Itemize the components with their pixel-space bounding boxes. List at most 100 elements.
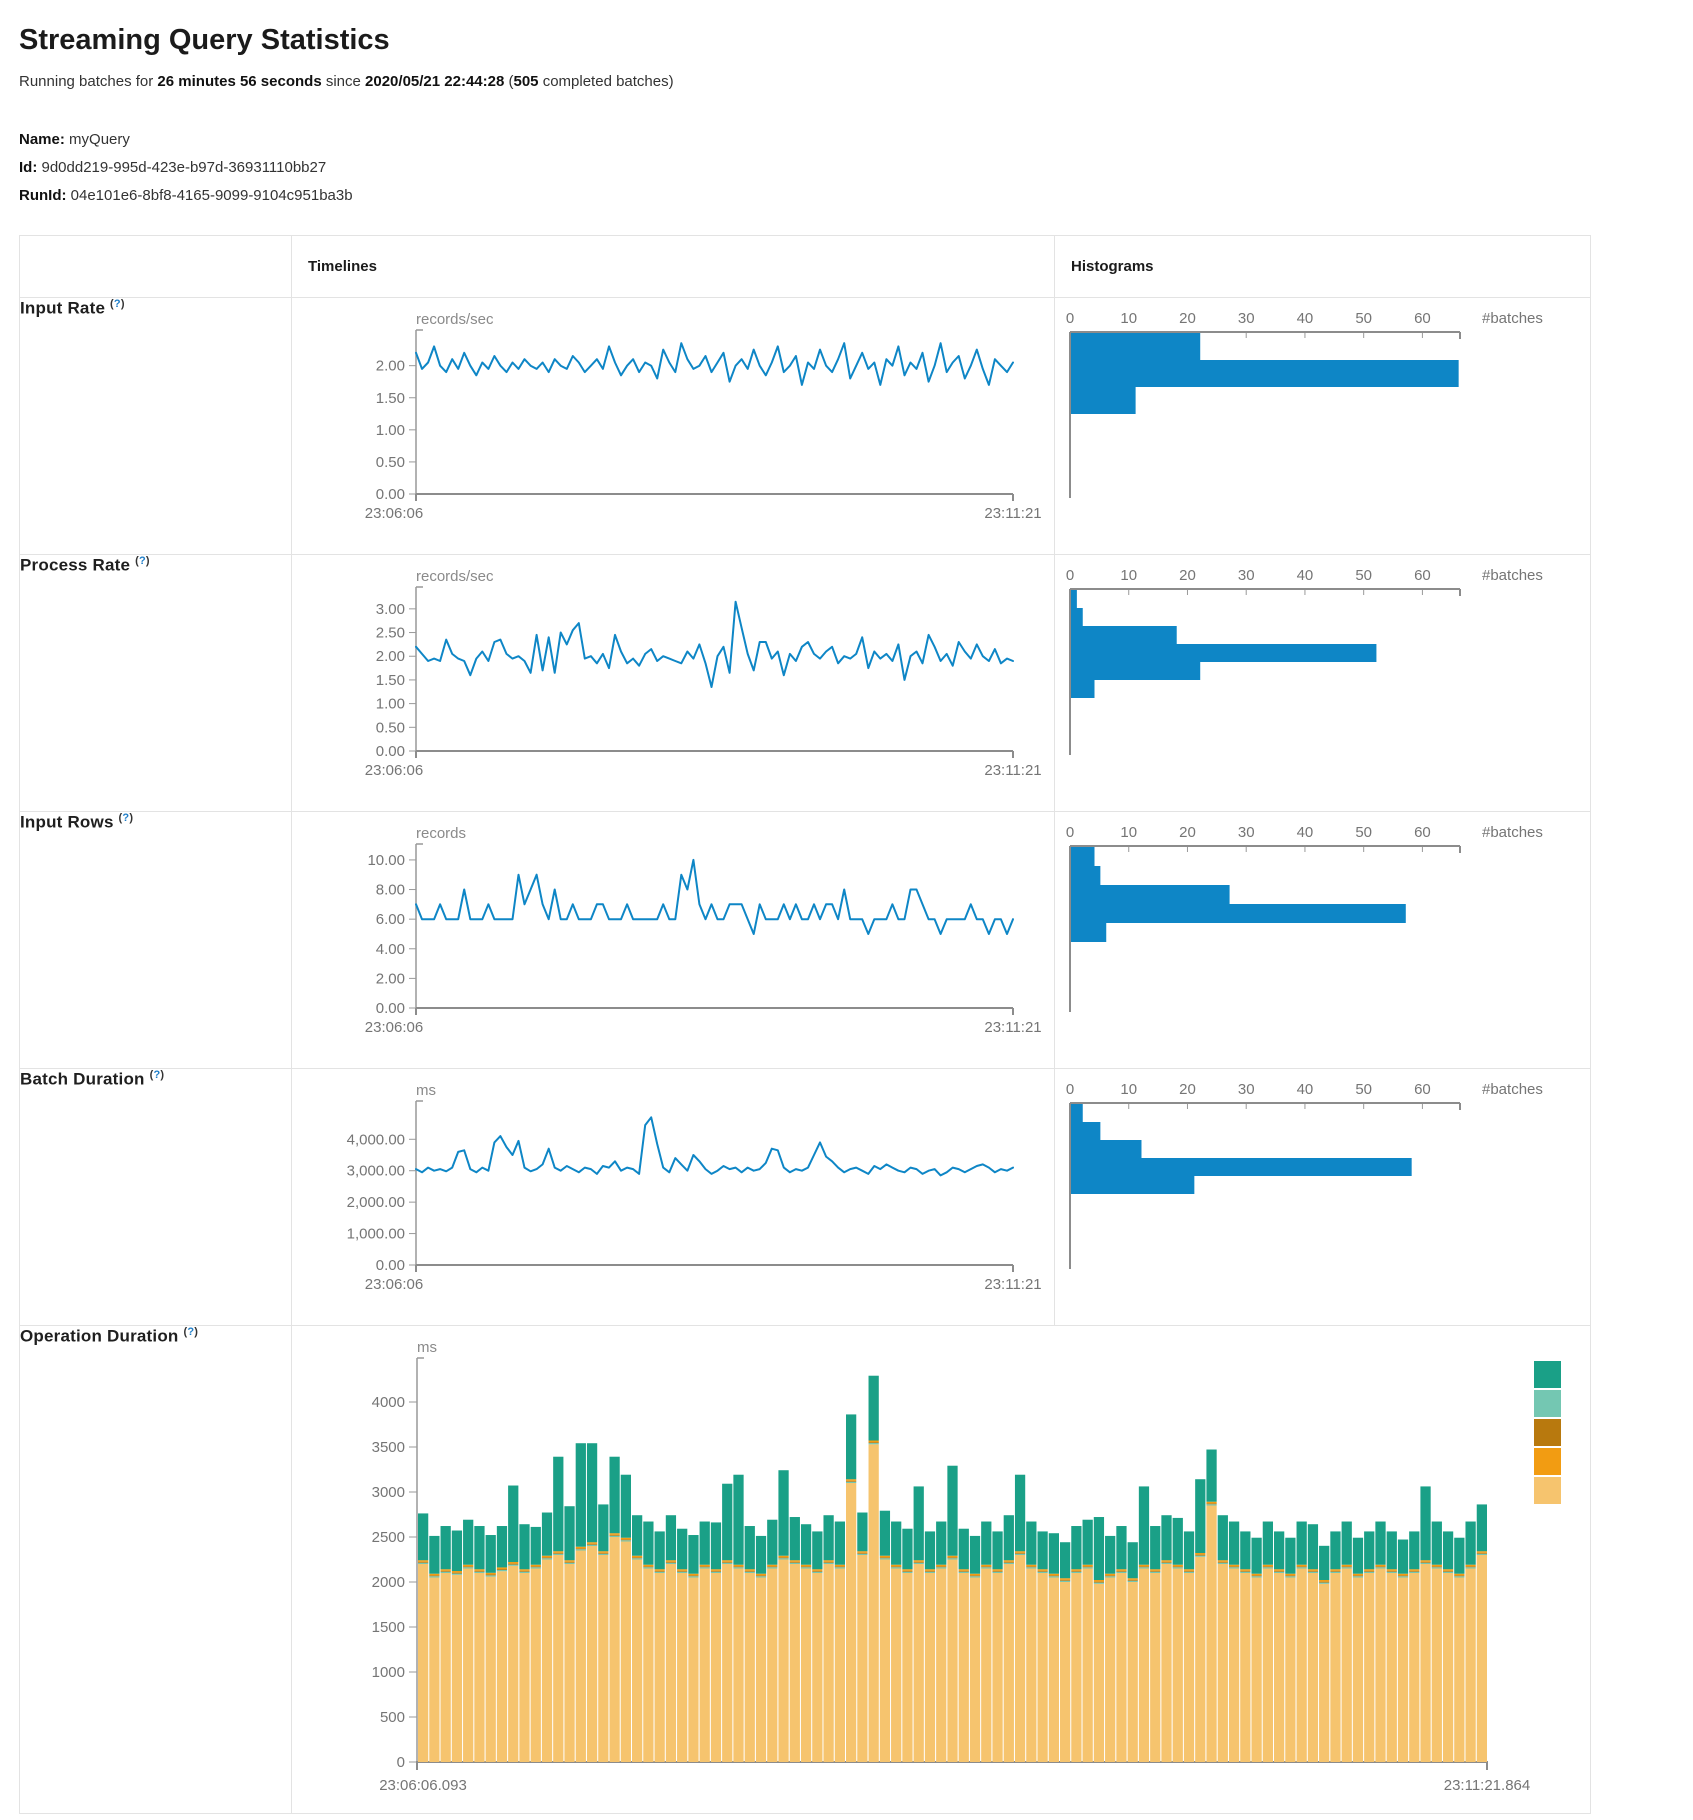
svg-text:23:06:06: 23:06:06 [365, 1019, 423, 1036]
svg-text:2.00: 2.00 [376, 971, 405, 988]
svg-text:#batches: #batches [1482, 310, 1543, 327]
start-time: 2020/05/21 22:44:28 [365, 73, 505, 90]
svg-text:8.00: 8.00 [376, 882, 405, 899]
svg-text:0: 0 [1066, 310, 1074, 327]
running-summary: Running batches for 26 minutes 56 second… [19, 73, 674, 90]
svg-text:30: 30 [1238, 310, 1255, 327]
operation-duration-stacked-chart: ms 0 500 1000 1500 2000 2500 3000 3500 4000 23:06:… [292, 1326, 1590, 1813]
svg-text:2.50: 2.50 [376, 625, 405, 642]
svg-text:60: 60 [1414, 824, 1431, 841]
svg-text:23:06:06: 23:06:06 [365, 1276, 423, 1293]
svg-text:3,000.00: 3,000.00 [347, 1163, 405, 1180]
svg-text:4.00: 4.00 [376, 941, 405, 958]
svg-text:2000: 2000 [372, 1574, 405, 1591]
svg-text:1.50: 1.50 [376, 390, 405, 407]
svg-text:23:06:06: 23:06:06 [365, 505, 423, 522]
svg-text:10.00: 10.00 [367, 852, 405, 869]
svg-text:3500: 3500 [372, 1439, 405, 1456]
empty-header-cell [19, 235, 292, 299]
input-rate-row: Input Rate (?) records/sec 0.00 0.50 1.00 1.… [19, 297, 1591, 556]
batch-duration-histogram-chart: 0 10 20 30 40 50 60 #batches [1055, 1069, 1590, 1325]
svg-text:#batches: #batches [1482, 567, 1543, 584]
input-rows-help-icon[interactable]: (?) [118, 812, 134, 825]
svg-text:1.00: 1.00 [376, 696, 405, 713]
svg-text:10: 10 [1120, 1081, 1137, 1098]
svg-text:0.00: 0.00 [376, 486, 405, 503]
svg-text:30: 30 [1238, 1081, 1255, 1098]
svg-text:23:06:06.093: 23:06:06.093 [379, 1777, 467, 1794]
svg-text:#batches: #batches [1482, 1081, 1543, 1098]
svg-text:records/sec: records/sec [416, 568, 494, 585]
page-title: Streaming Query Statistics [19, 24, 390, 56]
legend-swatch-3 [1534, 1419, 1561, 1447]
batch-duration-label: Batch Duration (?) [19, 1068, 292, 1327]
operation-duration-legend [1534, 1361, 1561, 1505]
running-duration: 26 minutes 56 seconds [157, 73, 322, 90]
svg-text:records/sec: records/sec [416, 311, 494, 328]
svg-text:60: 60 [1414, 310, 1431, 327]
query-name: myQuery [69, 131, 130, 148]
batch-duration-row: Batch Duration (?) ms 0.00 1,000.00 2,000.0… [19, 1068, 1591, 1327]
svg-text:0: 0 [1066, 1081, 1074, 1098]
batch-duration-help-icon[interactable]: (?) [149, 1069, 165, 1082]
table-header-row: Timelines Histograms [19, 235, 1591, 299]
svg-text:3000: 3000 [372, 1484, 405, 1501]
svg-text:#batches: #batches [1482, 824, 1543, 841]
query-meta: Name: myQuery Id: 9d0dd219-995d-423e-b97… [19, 126, 1693, 209]
svg-text:20: 20 [1179, 310, 1196, 327]
operation-duration-label: Operation Duration (?) [19, 1325, 292, 1815]
operation-duration-help-icon[interactable]: (?) [183, 1326, 199, 1339]
batch-duration-timeline-chart: ms 0.00 1,000.00 2,000.00 3,000.00 4,000.00 23… [292, 1069, 1054, 1325]
query-id: 9d0dd219-995d-423e-b97d-36931110bb27 [41, 158, 327, 176]
svg-text:30: 30 [1238, 824, 1255, 841]
statistics-table: Timelines Histograms Input Rate (?) reco… [19, 235, 1591, 1815]
svg-text:1000: 1000 [372, 1664, 405, 1681]
histograms-header: Histograms [1054, 235, 1591, 299]
input-rate-help-icon[interactable]: (?) [110, 298, 125, 311]
svg-text:4,000.00: 4,000.00 [347, 1132, 405, 1149]
svg-text:20: 20 [1179, 824, 1196, 841]
process-rate-help-icon[interactable]: (?) [135, 555, 150, 568]
svg-text:0: 0 [397, 1754, 405, 1771]
process-rate-histogram-chart: 0 10 20 30 40 50 60 #batches [1055, 555, 1590, 811]
svg-text:40: 40 [1297, 310, 1314, 327]
input-rows-timeline-chart: records 0.00 2.00 4.00 6.00 8.00 10.00 23:06:06… [292, 812, 1054, 1068]
legend-swatch-1 [1534, 1361, 1561, 1389]
svg-text:40: 40 [1297, 1081, 1314, 1098]
svg-text:2500: 2500 [372, 1529, 405, 1546]
process-rate-timeline-chart: records/sec 0.00 0.50 1.00 1.50 2.00 2.50 3.00 2… [292, 555, 1054, 811]
svg-text:40: 40 [1297, 567, 1314, 584]
svg-text:23:06:06: 23:06:06 [365, 762, 423, 779]
svg-text:2.00: 2.00 [376, 648, 405, 665]
svg-text:40: 40 [1297, 824, 1314, 841]
svg-text:2.00: 2.00 [376, 358, 405, 375]
svg-text:30: 30 [1238, 567, 1255, 584]
input-rate-timeline-chart: records/sec 0.00 0.50 1.00 1.50 2.00 23:06:06 2… [292, 298, 1054, 554]
completed-batches-count: 505 [513, 73, 539, 90]
svg-text:2,000.00: 2,000.00 [347, 1194, 405, 1211]
legend-swatch-4 [1534, 1448, 1561, 1476]
timelines-header: Timelines [291, 235, 1055, 299]
svg-text:23:11:21.864: 23:11:21.864 [1444, 1777, 1530, 1794]
query-runid: 04e101e6-8bf8-4165-9099-9104c951ba3b [70, 186, 353, 204]
operation-duration-row: Operation Duration (?) ms 0 500 1000 1500 200… [19, 1325, 1591, 1815]
input-rate-histogram-chart: 0 10 20 30 40 50 60 #batches [1055, 298, 1590, 554]
svg-text:50: 50 [1355, 310, 1372, 327]
svg-text:50: 50 [1355, 1081, 1372, 1098]
svg-text:50: 50 [1355, 567, 1372, 584]
input-rows-label: Input Rows (?) [19, 811, 292, 1070]
svg-text:1.00: 1.00 [376, 422, 405, 439]
svg-text:23:11:21: 23:11:21 [984, 505, 1041, 522]
svg-text:60: 60 [1414, 567, 1431, 584]
svg-text:ms: ms [416, 1082, 436, 1099]
input-rows-row: Input Rows (?) records 0.00 2.00 4.00 6.00 8.… [19, 811, 1591, 1070]
svg-text:20: 20 [1179, 567, 1196, 584]
svg-text:23:11:21: 23:11:21 [984, 762, 1041, 779]
svg-text:3.00: 3.00 [376, 601, 405, 618]
svg-text:6.00: 6.00 [376, 911, 405, 928]
query-name-line: Name: myQuery [19, 131, 130, 148]
svg-text:0.50: 0.50 [376, 720, 405, 737]
process-rate-label: Process Rate (?) [19, 554, 292, 813]
svg-text:60: 60 [1414, 1081, 1431, 1098]
svg-text:10: 10 [1120, 310, 1137, 327]
